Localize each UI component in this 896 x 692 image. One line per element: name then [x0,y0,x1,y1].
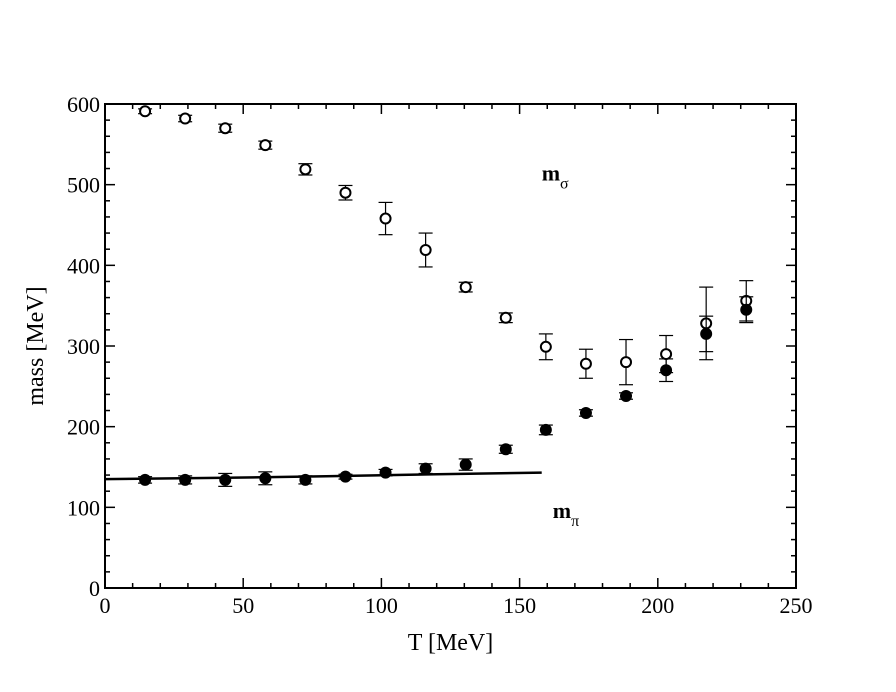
m-sigma-point [660,348,673,361]
m-sigma-point [459,281,472,294]
m-pi-point [579,406,592,419]
y-tick-label: 0 [89,576,100,601]
m-sigma-point [179,112,192,125]
m-sigma-point [299,163,312,176]
m-sigma-point [539,340,552,353]
m-sigma-point [620,356,633,369]
m-pi-point [219,473,232,486]
y-tick-label: 500 [67,173,100,198]
m-sigma-point [259,139,272,152]
m-sigma-point [419,244,432,257]
x-tick-label: 0 [100,593,111,618]
x-tick-label: 50 [232,593,254,618]
m-pi-point [499,443,512,456]
m-pi-point [660,364,673,377]
m-sigma-point [339,186,352,199]
m-sigma-point [499,311,512,324]
m-sigma-point [579,357,592,370]
m-sigma-point [139,105,152,118]
x-tick-label: 250 [780,593,813,618]
x-axis-title: T [MeV] [408,630,494,656]
label-layer: 0 50 100 150 200 250 0 100 200 300 400 500 600 T [MeV… [23,92,813,656]
data-layer [104,105,754,487]
m-pi-point [700,327,713,340]
y-tick-label: 100 [67,495,100,520]
m-pi-point [179,473,192,486]
m-sigma-point [219,122,232,135]
y-tick-label: 200 [67,415,100,440]
m-pi-label: mπ [553,498,579,530]
fit-line [104,471,542,481]
m-pi-point [740,303,753,316]
x-tick-label: 100 [365,593,398,618]
y-axis-title: mass [MeV] [23,286,49,405]
m-sigma-point [379,212,392,225]
x-tick-label: 150 [503,593,536,618]
x-tick-label: 200 [641,593,674,618]
m-pi-point [620,390,633,403]
m-sigma-label: mσ [542,161,569,193]
plot-frame [104,103,797,589]
m-pi-point [419,462,432,475]
axes-layer [104,103,797,589]
y-tick-label: 400 [67,253,100,278]
y-tick-label: 300 [67,334,100,359]
m-pi-point [459,458,472,471]
m-pi-point [539,423,552,436]
y-tick-label: 600 [67,92,100,117]
